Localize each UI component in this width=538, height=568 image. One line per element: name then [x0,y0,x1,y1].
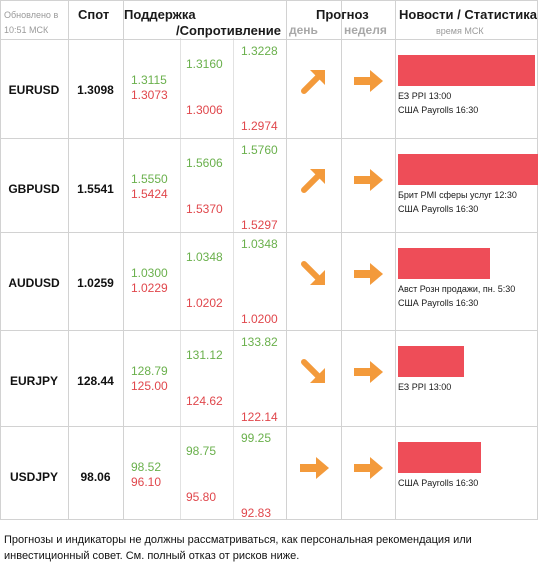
news-importance-bar [398,248,490,279]
resistance-level-2: 1.5370 [186,202,223,216]
arrow-up-right-icon [298,65,330,97]
pair-name: EURUSD [8,83,60,97]
arrow-right-icon [352,452,384,484]
resistance-level-2: 1.0202 [186,296,223,310]
resistance-level-1: 1.0229 [131,281,168,295]
forecast-header: Прогноз [316,7,369,22]
support-level-2: 131.12 [186,348,223,362]
grid-line [341,0,342,519]
grid-line [0,330,538,331]
resistance-level-2: 1.3006 [186,103,223,117]
grid-line [0,138,538,139]
grid-line [123,0,124,519]
grid-line [0,39,538,40]
resistance-level-1: 125.00 [131,379,168,393]
disclaimer-text: Прогнозы и индикаторы не должны рассматр… [4,534,472,562]
grid-line [233,38,234,519]
pair-name: EURJPY [9,374,59,388]
support-level-3: 133.82 [241,335,278,349]
grid-line [0,232,538,233]
resistance-level-3: 92.83 [241,506,272,520]
grid-line [0,519,538,520]
grid-line [286,0,287,519]
support-level-1: 1.5550 [131,172,168,186]
pair-name: GBPUSD [8,182,60,196]
news-item: Авст Розн продажи, пн. 5:30 [398,284,516,294]
pair-name: AUDUSD [8,276,60,290]
support-level-1: 1.0300 [131,266,168,280]
support-level-3: 1.3228 [241,44,278,58]
arrow-right-icon [352,258,384,290]
grid-line [395,0,396,519]
arrow-down-right-icon [298,356,330,388]
arrow-up-right-icon [298,164,330,196]
news-item: США Payrolls 16:30 [398,478,479,488]
support-level-3: 1.0348 [241,237,278,251]
news-item: ЕЗ PPI 13:00 [398,91,452,101]
spot-header: Спот [78,7,110,22]
support-level-2: 1.0348 [186,250,223,264]
news-item: Брит PMI сферы услуг 12:30 [398,190,517,200]
pair-name: USDJPY [9,470,59,484]
resistance-level-1: 1.3073 [131,88,168,102]
support-level-2: 1.5606 [186,156,223,170]
resistance-level-1: 96.10 [131,475,162,489]
support-level-1: 1.3115 [131,73,167,87]
resistance-level-3: 1.2974 [241,119,278,133]
news-item: США Payrolls 16:30 [398,298,479,308]
time-msk-label: время МСК [436,26,484,36]
grid-line [0,0,1,519]
news-item: ЕЗ PPI 13:00 [398,382,452,392]
arrow-right-icon [352,65,384,97]
support-level-3: 1.5760 [241,143,278,157]
grid-line [0,426,538,427]
spot-price: 128.44 [77,374,114,388]
resistance-level-1: 1.5424 [131,187,168,201]
news-importance-bar [398,154,538,185]
support-level-2: 98.75 [186,444,217,458]
news-header: Новости / Статистика [399,7,538,22]
spot-price: 1.0259 [77,276,114,290]
spot-price: 1.5541 [77,182,114,196]
grid-line [0,0,538,1]
arrow-down-right-icon [298,258,330,290]
week-header: неделя [344,23,387,37]
resistance-level-3: 1.5297 [241,218,278,232]
news-importance-bar [398,442,481,473]
news-importance-bar [398,55,535,86]
spot-price: 98.06 [80,470,111,484]
support-level-1: 98.52 [131,460,162,474]
arrow-right-icon [352,164,384,196]
day-header: день [289,23,318,37]
news-item: США Payrolls 16:30 [398,105,479,115]
resistance-level-2: 124.62 [186,394,223,408]
resistance-level-3: 122.14 [241,410,278,424]
news-item: США Payrolls 16:30 [398,204,479,214]
grid-line [180,38,181,519]
news-importance-bar [398,346,464,377]
resistance-header: /Сопротивление [176,23,281,38]
support-level-3: 99.25 [241,431,272,445]
spot-price: 1.3098 [77,83,114,97]
support-header: Поддержка [124,7,196,22]
support-level-2: 1.3160 [186,57,223,71]
resistance-level-2: 95.80 [186,490,217,504]
grid-line [68,0,69,519]
resistance-level-3: 1.0200 [241,312,278,326]
support-level-1: 128.79 [131,364,168,378]
arrow-right-icon [298,452,330,484]
arrow-right-icon [352,356,384,388]
updated-time-label: Обновлено в 10:51 МСК [4,10,59,35]
